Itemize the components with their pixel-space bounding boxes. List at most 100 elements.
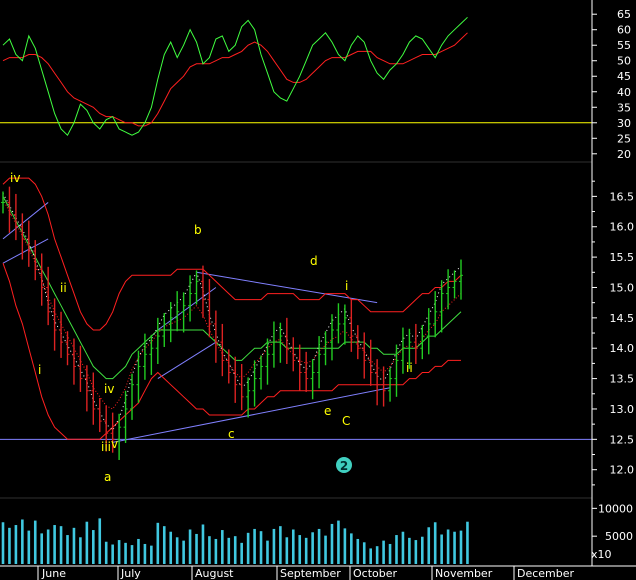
- price-bar: [46, 266, 51, 326]
- volume-bar: [279, 526, 282, 564]
- price-bar: [78, 345, 83, 392]
- rsi-tick-label: 45: [617, 70, 631, 83]
- price-bar: [1, 191, 5, 214]
- price-tick-label: 12.0: [610, 464, 635, 477]
- price-bar: [433, 291, 438, 338]
- price-bar: [342, 304, 347, 345]
- volume-bar: [324, 535, 327, 564]
- badge-circle: [336, 457, 352, 473]
- price-bar: [362, 332, 367, 379]
- rsi-tick-label: 25: [617, 132, 631, 145]
- badge-number: 2: [340, 459, 348, 473]
- volume-bar: [21, 519, 24, 564]
- price-bar: [297, 344, 302, 391]
- wave-label-ii-2: ii: [406, 361, 413, 375]
- month-label-october: October: [353, 567, 397, 580]
- volume-bar: [98, 518, 102, 564]
- volume-bar: [208, 536, 211, 564]
- volume-bar: [14, 525, 18, 564]
- price-bar: [349, 299, 354, 352]
- volume-bar: [33, 520, 37, 564]
- price-bar: [355, 325, 360, 360]
- price-bar: [155, 317, 160, 365]
- price-bar: [446, 269, 451, 310]
- price-bar: [278, 322, 283, 363]
- bollinger-upper-band: [2, 177, 462, 331]
- price-bar: [271, 321, 276, 368]
- volume-bar: [246, 532, 250, 564]
- volume-bar: [40, 533, 44, 564]
- price-bar: [323, 331, 328, 366]
- price-bar: [207, 278, 212, 338]
- wave-label-iv-2: iv: [104, 382, 114, 396]
- price-bar: [452, 270, 457, 299]
- volume-bar: [285, 537, 289, 564]
- volume-bar: [117, 540, 121, 564]
- volume-bar: [350, 533, 353, 564]
- price-tick-label: 13.5: [610, 373, 635, 386]
- volume-bar: [188, 529, 192, 564]
- price-tick-label: 14.5: [610, 312, 635, 325]
- volume-bar: [369, 548, 372, 564]
- rsi-line: [2, 16, 468, 137]
- price-bar: [149, 334, 154, 375]
- volume-bar: [137, 538, 140, 564]
- price-tick-label: 16.0: [610, 221, 635, 234]
- price-bar: [162, 312, 167, 348]
- price-bar: [413, 323, 418, 365]
- month-label-november: November: [435, 567, 493, 580]
- price-bar: [39, 253, 44, 306]
- price-bar: [194, 270, 199, 305]
- wave-label-e: e: [324, 404, 331, 418]
- volume-bar: [311, 532, 314, 564]
- volume-bar: [253, 528, 256, 564]
- wave-label-i-1: i: [38, 363, 41, 377]
- volume-bar: [104, 541, 108, 564]
- volume-bar: [382, 540, 385, 564]
- volume-bar: [214, 538, 218, 564]
- trendline-5: [157, 341, 217, 380]
- volume-multiplier-label: x10: [591, 548, 612, 561]
- price-bar: [110, 412, 115, 453]
- price-bar: [226, 349, 231, 384]
- price-bar: [104, 405, 109, 452]
- month-label-july: July: [120, 567, 141, 580]
- price-bar: [329, 314, 334, 361]
- rsi-tick-label: 55: [617, 39, 631, 52]
- volume-bar: [317, 528, 321, 564]
- price-bar: [97, 398, 102, 433]
- volume-bar: [304, 537, 308, 564]
- month-label-june: June: [41, 567, 66, 580]
- wave-label-i-2: i: [345, 279, 348, 293]
- volume-bar: [453, 531, 456, 564]
- volume-bar: [388, 543, 392, 564]
- volume-tick-label: 5000: [605, 530, 633, 543]
- volume-bar: [156, 522, 160, 564]
- trendline-1: [2, 238, 49, 264]
- volume-bar: [433, 522, 437, 564]
- volume-bar: [240, 542, 243, 564]
- price-bar: [175, 291, 180, 332]
- rsi-tick-label: 50: [617, 55, 631, 68]
- price-bar: [188, 275, 193, 322]
- volume-bar: [356, 538, 360, 564]
- price-bar: [420, 325, 425, 360]
- rsi-tick-label: 60: [617, 24, 631, 37]
- volume-tick-label: 10000: [598, 502, 633, 515]
- price-bar: [123, 390, 128, 443]
- month-label-december: December: [517, 567, 575, 580]
- volume-bar: [53, 525, 56, 564]
- rsi-tick-label: 40: [617, 86, 631, 99]
- price-bar: [117, 413, 122, 460]
- volume-bar: [427, 527, 431, 564]
- price-bar: [26, 220, 31, 267]
- dotted-price-trace: [2, 193, 462, 432]
- rsi-tick-label: 20: [617, 148, 631, 161]
- volume-bar: [201, 524, 205, 564]
- rsi-signal-line: [2, 32, 468, 127]
- price-tick-label: 16.5: [610, 190, 635, 203]
- volume-bar: [162, 526, 166, 564]
- price-bar: [213, 310, 218, 363]
- price-bar: [426, 308, 431, 355]
